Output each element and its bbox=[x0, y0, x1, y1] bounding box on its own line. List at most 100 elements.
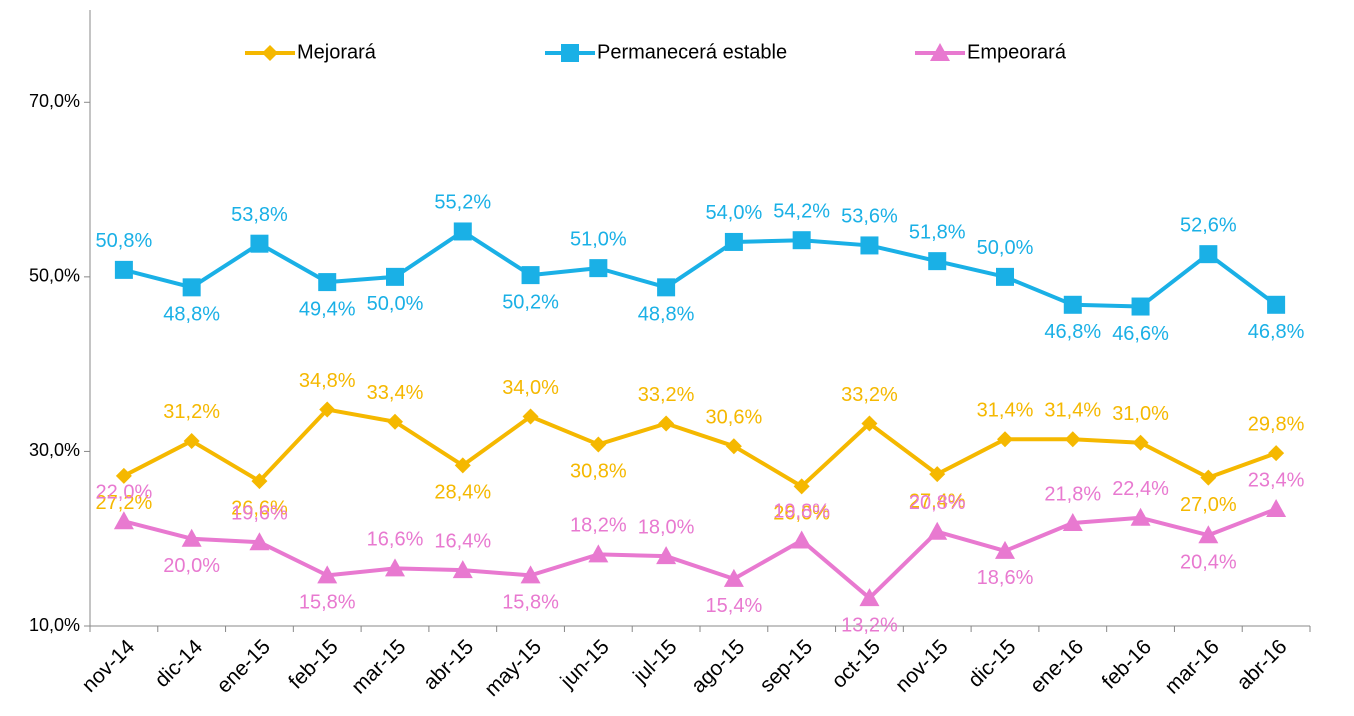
x-tick-label: feb-16 bbox=[1098, 635, 1156, 693]
data-point bbox=[250, 234, 269, 253]
legend-label: Permanecerá estable bbox=[597, 41, 787, 63]
data-point bbox=[1062, 513, 1083, 532]
data-point bbox=[656, 546, 677, 565]
data-point bbox=[1131, 297, 1150, 316]
data-point bbox=[1130, 507, 1151, 526]
data-label: 22,0% bbox=[96, 482, 153, 504]
data-label: 46,8% bbox=[1044, 321, 1101, 343]
data-point bbox=[182, 278, 201, 297]
data-point bbox=[928, 252, 947, 271]
data-label: 27,4% bbox=[909, 490, 966, 512]
x-tick-label: ene-15 bbox=[212, 635, 275, 698]
x-tick-label: abr-16 bbox=[1232, 635, 1291, 694]
data-label: 16,6% bbox=[367, 529, 424, 551]
x-tick-label: dic-14 bbox=[150, 635, 207, 692]
data-point bbox=[318, 273, 337, 292]
data-point bbox=[1267, 295, 1286, 314]
data-point bbox=[319, 401, 336, 418]
data-label: 46,6% bbox=[1112, 323, 1169, 345]
data-label: 46,8% bbox=[1248, 321, 1305, 343]
data-label: 20,8% bbox=[909, 492, 966, 514]
data-point bbox=[724, 232, 743, 251]
y-tick-label: 70,0% bbox=[29, 91, 80, 111]
data-label: 50,0% bbox=[977, 237, 1034, 259]
series-line bbox=[123, 507, 1277, 601]
data-label: 50,2% bbox=[502, 291, 559, 313]
data-point bbox=[317, 565, 338, 584]
data-point bbox=[1268, 445, 1285, 462]
data-label: 20,4% bbox=[1180, 552, 1237, 574]
x-tick-label: nov-14 bbox=[78, 635, 140, 697]
x-tick-label: jun-15 bbox=[556, 635, 614, 693]
data-point bbox=[793, 478, 810, 495]
data-label: 31,4% bbox=[1044, 399, 1101, 421]
data-point bbox=[927, 521, 948, 540]
data-point bbox=[115, 467, 132, 484]
data-point bbox=[113, 511, 134, 530]
data-point bbox=[181, 528, 202, 547]
legend-marker bbox=[262, 45, 278, 61]
data-point bbox=[454, 457, 471, 474]
data-point bbox=[997, 431, 1013, 448]
data-point bbox=[1199, 245, 1218, 264]
data-label: 22,4% bbox=[1112, 478, 1169, 500]
data-label: 52,6% bbox=[1180, 214, 1237, 236]
data-point bbox=[1200, 469, 1217, 486]
data-label: 48,8% bbox=[163, 304, 220, 326]
data-point bbox=[996, 267, 1014, 286]
data-label: 49,4% bbox=[299, 298, 356, 320]
data-label: 50,0% bbox=[367, 293, 424, 315]
y-tick-label: 50,0% bbox=[29, 266, 80, 286]
x-tick-label: oct-15 bbox=[827, 635, 885, 693]
data-label: 55,2% bbox=[434, 192, 491, 214]
data-point bbox=[1132, 434, 1149, 451]
x-tick-label: mar-15 bbox=[347, 635, 410, 698]
data-point bbox=[452, 560, 473, 579]
data-point bbox=[1064, 431, 1081, 448]
data-label: 34,8% bbox=[299, 370, 356, 392]
data-label: 13,2% bbox=[841, 614, 898, 636]
data-label: 23,4% bbox=[1248, 469, 1305, 491]
x-tick-label: sep-15 bbox=[755, 635, 817, 697]
data-label: 50,8% bbox=[96, 230, 153, 252]
data-label: 21,8% bbox=[1044, 483, 1101, 505]
data-label: 31,0% bbox=[1112, 403, 1169, 425]
data-point bbox=[859, 588, 880, 607]
series-line bbox=[122, 407, 1277, 489]
data-label: 48,8% bbox=[638, 304, 695, 326]
data-point bbox=[249, 532, 270, 551]
data-label: 18,2% bbox=[570, 515, 627, 537]
x-tick-label: ago-15 bbox=[687, 635, 750, 698]
data-point bbox=[521, 266, 540, 285]
data-label: 18,6% bbox=[977, 567, 1034, 589]
data-label: 31,4% bbox=[977, 399, 1034, 421]
data-point bbox=[723, 568, 744, 587]
data-point bbox=[590, 436, 607, 453]
data-label: 18,0% bbox=[638, 516, 695, 538]
data-point bbox=[589, 259, 608, 278]
x-tick-label: ene-16 bbox=[1026, 635, 1089, 698]
data-point bbox=[861, 415, 878, 432]
x-tick-label: feb-15 bbox=[284, 635, 342, 693]
x-tick-label: mar-16 bbox=[1160, 635, 1223, 698]
data-label: 53,8% bbox=[231, 204, 288, 226]
data-label: 19,6% bbox=[231, 502, 288, 524]
y-tick-label: 30,0% bbox=[29, 440, 80, 460]
legend-label: Mejorará bbox=[297, 41, 377, 63]
data-point bbox=[520, 565, 541, 584]
data-label: 15,8% bbox=[299, 592, 356, 614]
data-label: 26,0% bbox=[773, 503, 830, 525]
data-point bbox=[453, 222, 472, 241]
legend-marker bbox=[561, 44, 579, 62]
data-label: 16,4% bbox=[434, 530, 491, 552]
y-tick-label: 10,0% bbox=[29, 615, 80, 635]
data-label: 30,8% bbox=[570, 461, 627, 483]
legend-marker bbox=[930, 43, 950, 61]
data-label: 53,6% bbox=[841, 206, 898, 228]
data-point bbox=[386, 267, 404, 286]
data-label: 33,2% bbox=[841, 384, 898, 406]
x-tick-label: may-15 bbox=[480, 635, 546, 701]
data-label: 27,0% bbox=[1180, 494, 1237, 516]
